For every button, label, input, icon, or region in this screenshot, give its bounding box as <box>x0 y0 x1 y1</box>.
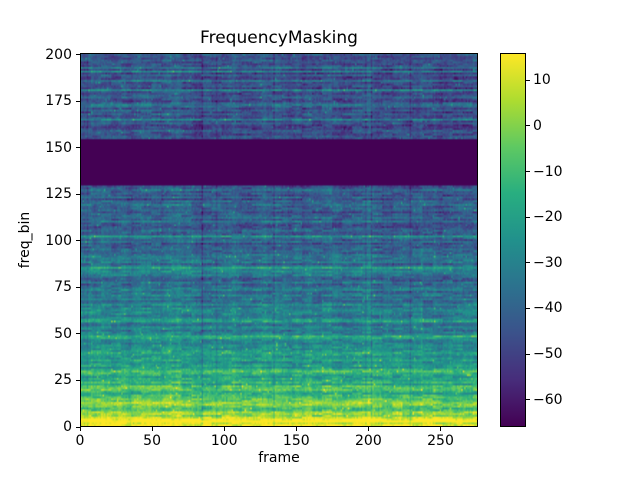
x-tick-mark <box>440 427 441 431</box>
x-tick-label: 50 <box>143 433 161 449</box>
x-axis-label: frame <box>258 450 300 466</box>
colorbar-tick-label: −10 <box>533 163 563 180</box>
colorbar-tick-label: −50 <box>533 346 563 363</box>
y-tick-label: 25 <box>54 372 72 389</box>
y-tick-mark <box>76 147 80 149</box>
x-tick-mark <box>223 427 225 431</box>
y-tick-mark <box>76 193 80 195</box>
y-tick-mark <box>76 240 80 242</box>
y-tick-mark <box>76 54 80 56</box>
x-tick-mark <box>367 427 369 431</box>
y-tick-mark <box>76 426 80 428</box>
y-tick-label: 100 <box>45 232 72 249</box>
colorbar-tick-label: 0 <box>533 117 542 134</box>
x-tick-label: 250 <box>427 433 454 449</box>
x-tick-label: 150 <box>282 433 310 449</box>
y-tick-label: 50 <box>54 325 72 342</box>
x-tick-label: 200 <box>355 433 382 449</box>
colorbar-tick-label: −60 <box>533 391 563 408</box>
colorbar-tick-mark <box>526 307 530 309</box>
y-tick-mark <box>76 379 80 381</box>
colorbar-tick-mark <box>526 171 530 173</box>
colorbar-tick-mark <box>526 216 530 218</box>
y-tick-mark <box>76 100 80 102</box>
y-tick-label: 150 <box>45 139 72 156</box>
colorbar <box>500 53 526 427</box>
x-tick-mark <box>295 427 297 431</box>
x-tick-label: 100 <box>210 433 238 449</box>
colorbar-tick-label: −20 <box>533 209 563 226</box>
x-tick-label: 0 <box>75 433 85 449</box>
y-tick-label: 200 <box>45 46 72 63</box>
colorbar-tick-mark <box>526 262 530 264</box>
y-tick-label: 0 <box>63 419 72 435</box>
y-axis-label: freq_bin <box>17 211 33 269</box>
chart-title: FrequencyMasking <box>200 28 358 48</box>
spectrogram-heatmap <box>81 54 477 426</box>
y-tick-mark <box>76 333 80 335</box>
y-tick-label: 175 <box>45 93 72 110</box>
y-tick-label: 75 <box>54 279 72 296</box>
x-tick-mark <box>151 427 153 431</box>
colorbar-tick-mark <box>526 399 530 401</box>
y-tick-label: 125 <box>45 186 72 203</box>
plot-area <box>80 53 478 427</box>
colorbar-tick-label: 10 <box>533 72 551 89</box>
colorbar-tick-label: −30 <box>533 254 563 271</box>
x-tick-mark <box>79 427 81 431</box>
colorbar-tick-label: −40 <box>533 300 563 317</box>
y-tick-mark <box>76 286 80 288</box>
colorbar-tick-mark <box>526 79 530 81</box>
colorbar-tick-mark <box>526 125 530 127</box>
colorbar-tick-mark <box>526 353 530 355</box>
